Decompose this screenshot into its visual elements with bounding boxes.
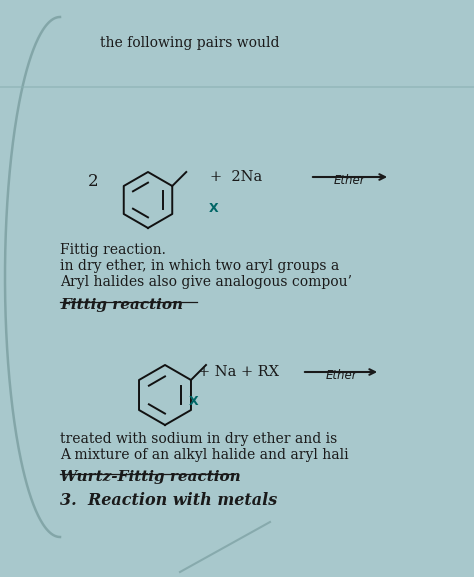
Text: 2: 2: [88, 174, 99, 190]
Text: 3.  Reaction with metals: 3. Reaction with metals: [60, 492, 277, 509]
Text: Fittig reaction: Fittig reaction: [60, 298, 183, 312]
Text: X: X: [209, 202, 218, 215]
Text: Aryl halides also give analogous compou’: Aryl halides also give analogous compou’: [60, 275, 352, 289]
Text: Wurtz-Fittig reaction: Wurtz-Fittig reaction: [60, 470, 241, 484]
Text: the following pairs would: the following pairs would: [100, 36, 280, 50]
Text: + Na + RX: + Na + RX: [198, 365, 279, 379]
Text: Ether: Ether: [325, 369, 357, 382]
Text: treated with sodium in dry ether and is: treated with sodium in dry ether and is: [60, 432, 337, 446]
Text: A mixture of an alkyl halide and aryl hali: A mixture of an alkyl halide and aryl ha…: [60, 448, 348, 462]
Text: Ether: Ether: [334, 174, 366, 187]
Text: Fittig reaction.: Fittig reaction.: [60, 243, 166, 257]
Text: +  2Na: + 2Na: [210, 170, 262, 184]
Text: in dry ether, in which two aryl groups a: in dry ether, in which two aryl groups a: [60, 259, 339, 273]
Text: X: X: [189, 395, 198, 408]
